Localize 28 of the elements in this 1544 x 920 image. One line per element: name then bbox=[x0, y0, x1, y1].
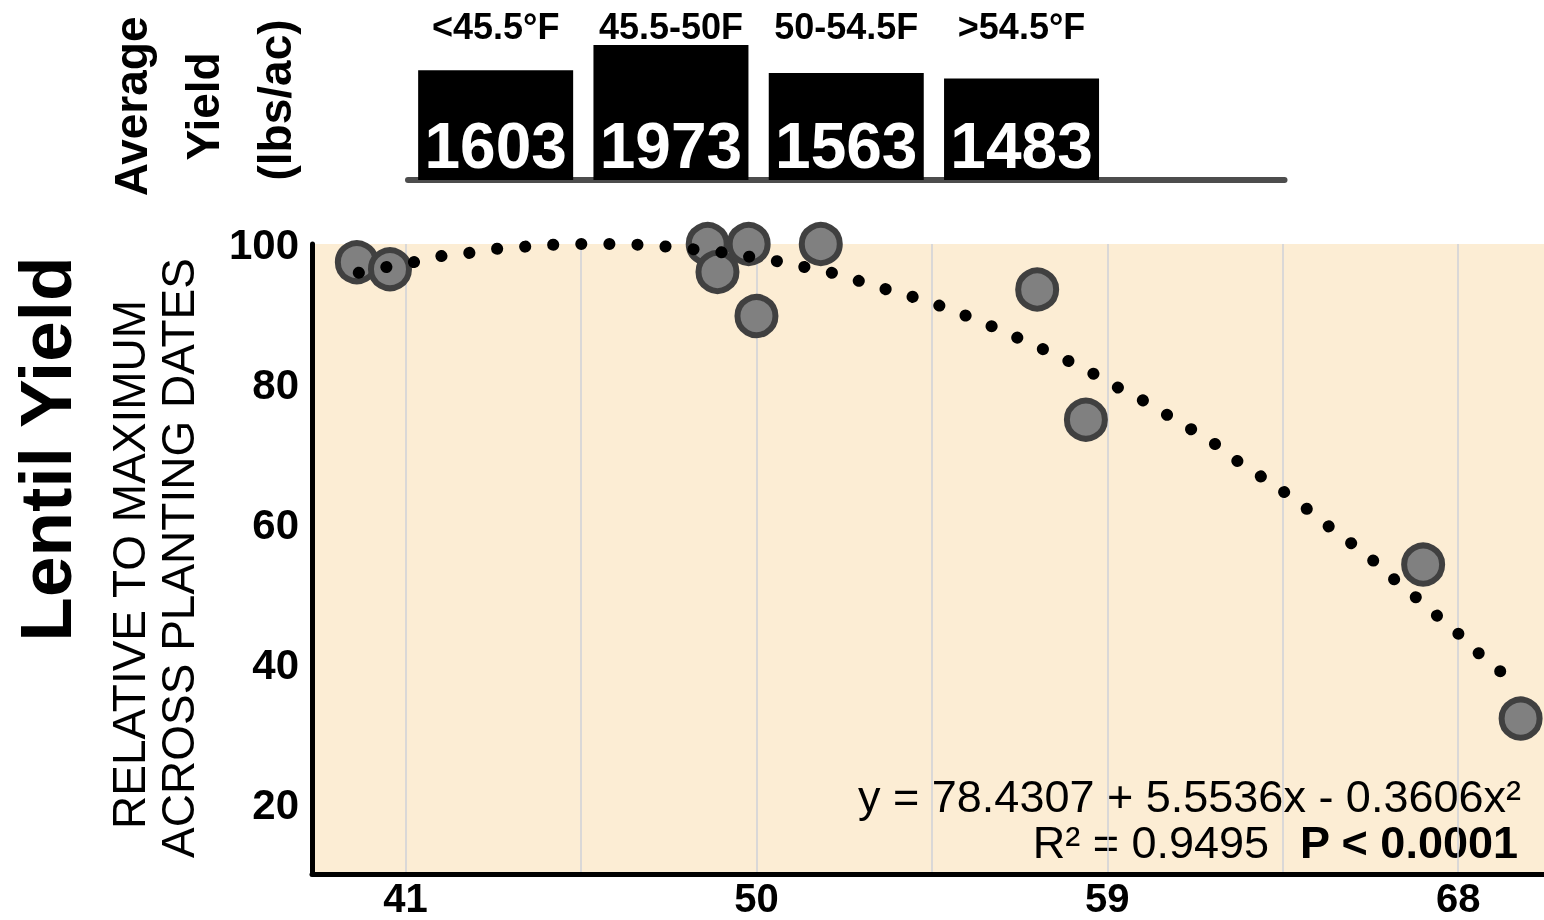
x-tick-label: 50-54.5F bbox=[774, 5, 919, 47]
y-tick-label: 100 bbox=[228, 220, 299, 268]
data-label: 1603 bbox=[424, 110, 567, 182]
point bbox=[695, 250, 740, 294]
x-tick-label: 41 bbox=[383, 876, 428, 920]
point bbox=[726, 222, 771, 266]
text: RELATIVE TO MAXIMUM ACROSS PLANTING DATES bbox=[102, 258, 204, 858]
x-tick-label: 45.5-50F bbox=[598, 5, 743, 47]
x-tick-label: >54.5°F bbox=[957, 5, 1086, 47]
y-tick-label: 60 bbox=[252, 500, 299, 548]
y-tick-label: 80 bbox=[252, 360, 299, 408]
data-label: 1483 bbox=[950, 110, 1093, 182]
point bbox=[798, 222, 843, 266]
point bbox=[1498, 696, 1543, 741]
x-tick-label: 68 bbox=[1435, 876, 1481, 920]
y-tick-label: 40 bbox=[252, 640, 299, 688]
y-axis-title: Average Yield (lbs/ac) bbox=[105, 3, 301, 197]
point bbox=[1401, 542, 1446, 587]
y-axis-title: Lentil Yield bbox=[4, 256, 86, 642]
x-tick-label: 50 bbox=[734, 876, 779, 920]
point bbox=[1015, 267, 1060, 312]
data-label: 1973 bbox=[599, 110, 743, 182]
x-tick-label: 59 bbox=[1085, 876, 1130, 920]
point bbox=[1063, 397, 1108, 442]
point bbox=[734, 294, 779, 339]
data-label: 1563 bbox=[775, 110, 918, 182]
x-tick-label: <45.5°F bbox=[431, 5, 560, 47]
y-tick-label: 20 bbox=[252, 780, 299, 828]
